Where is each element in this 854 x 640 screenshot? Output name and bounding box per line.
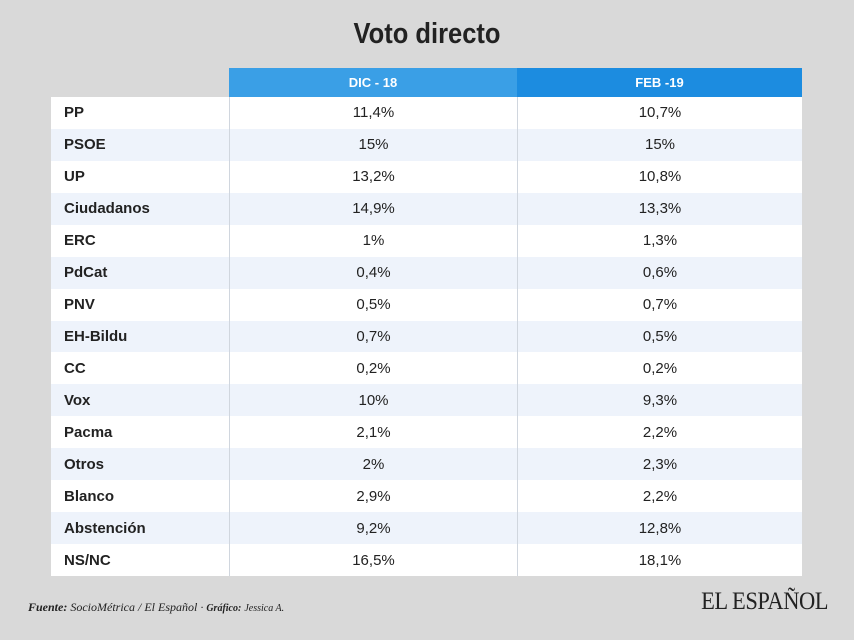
value-cell: 14,9% <box>229 192 517 225</box>
value-cell: 18,1% <box>517 544 802 576</box>
row-label: Vox <box>51 384 229 417</box>
row-label: Ciudadanos <box>51 192 229 225</box>
row-label: Abstención <box>51 512 229 545</box>
value-cell: 13,2% <box>229 160 517 193</box>
row-label: Pacma <box>51 416 229 449</box>
row-label: PSOE <box>51 128 229 161</box>
row-label: PNV <box>51 288 229 321</box>
value-cell: 2,3% <box>517 448 802 481</box>
value-cell: 13,3% <box>517 192 802 225</box>
value-cell: 11,4% <box>229 97 517 129</box>
value-cell: 16,5% <box>229 544 517 576</box>
value-cell: 2,2% <box>517 416 802 449</box>
row-label: ERC <box>51 224 229 257</box>
value-cell: 2,2% <box>517 480 802 513</box>
value-cell: 9,3% <box>517 384 802 417</box>
logo: EL ESPAÑOL <box>701 588 828 615</box>
value-cell: 2,9% <box>229 480 517 513</box>
value-cell: 1% <box>229 224 517 257</box>
value-cell: 10,7% <box>517 97 802 129</box>
source: SocioMétrica / El Español · <box>70 600 204 614</box>
column-header: DIC - 18 <box>229 68 517 97</box>
footer: Fuente: SocioMétrica / El Español · Gráf… <box>28 600 284 615</box>
credit-label: Gráfico: <box>206 603 242 614</box>
row-label: PdCat <box>51 256 229 289</box>
value-cell: 0,2% <box>517 352 802 385</box>
row-label: EH-Bildu <box>51 320 229 353</box>
value-cell: 12,8% <box>517 512 802 545</box>
value-cell: 15% <box>229 128 517 161</box>
title: Voto directo <box>353 18 501 50</box>
value-cell: 0,7% <box>229 320 517 353</box>
value-cell: 2,1% <box>229 416 517 449</box>
value-cell: 10,8% <box>517 160 802 193</box>
credit: Jessica A. <box>244 603 285 614</box>
row-label: Blanco <box>51 480 229 513</box>
value-cell: 0,5% <box>229 288 517 321</box>
source-label: Fuente: <box>28 600 68 614</box>
value-cell: 2% <box>229 448 517 481</box>
column-header: FEB -19 <box>517 68 802 97</box>
value-cell: 0,2% <box>229 352 517 385</box>
row-label: CC <box>51 352 229 385</box>
value-cell: 0,7% <box>517 288 802 321</box>
row-label: UP <box>51 160 229 193</box>
table: DIC - 18 FEB -19 PP 11,4% 10,7% PSOE 15% 15% UP 1… <box>51 68 802 576</box>
value-cell: 0,5% <box>517 320 802 353</box>
value-cell: 1,3% <box>517 224 802 257</box>
row-label: NS/NC <box>51 544 229 576</box>
value-cell: 10% <box>229 384 517 417</box>
value-cell: 9,2% <box>229 512 517 545</box>
row-label: Otros <box>51 448 229 481</box>
value-cell: 0,6% <box>517 256 802 289</box>
value-cell: 15% <box>517 128 802 161</box>
value-cell: 0,4% <box>229 256 517 289</box>
row-label: PP <box>51 97 229 129</box>
